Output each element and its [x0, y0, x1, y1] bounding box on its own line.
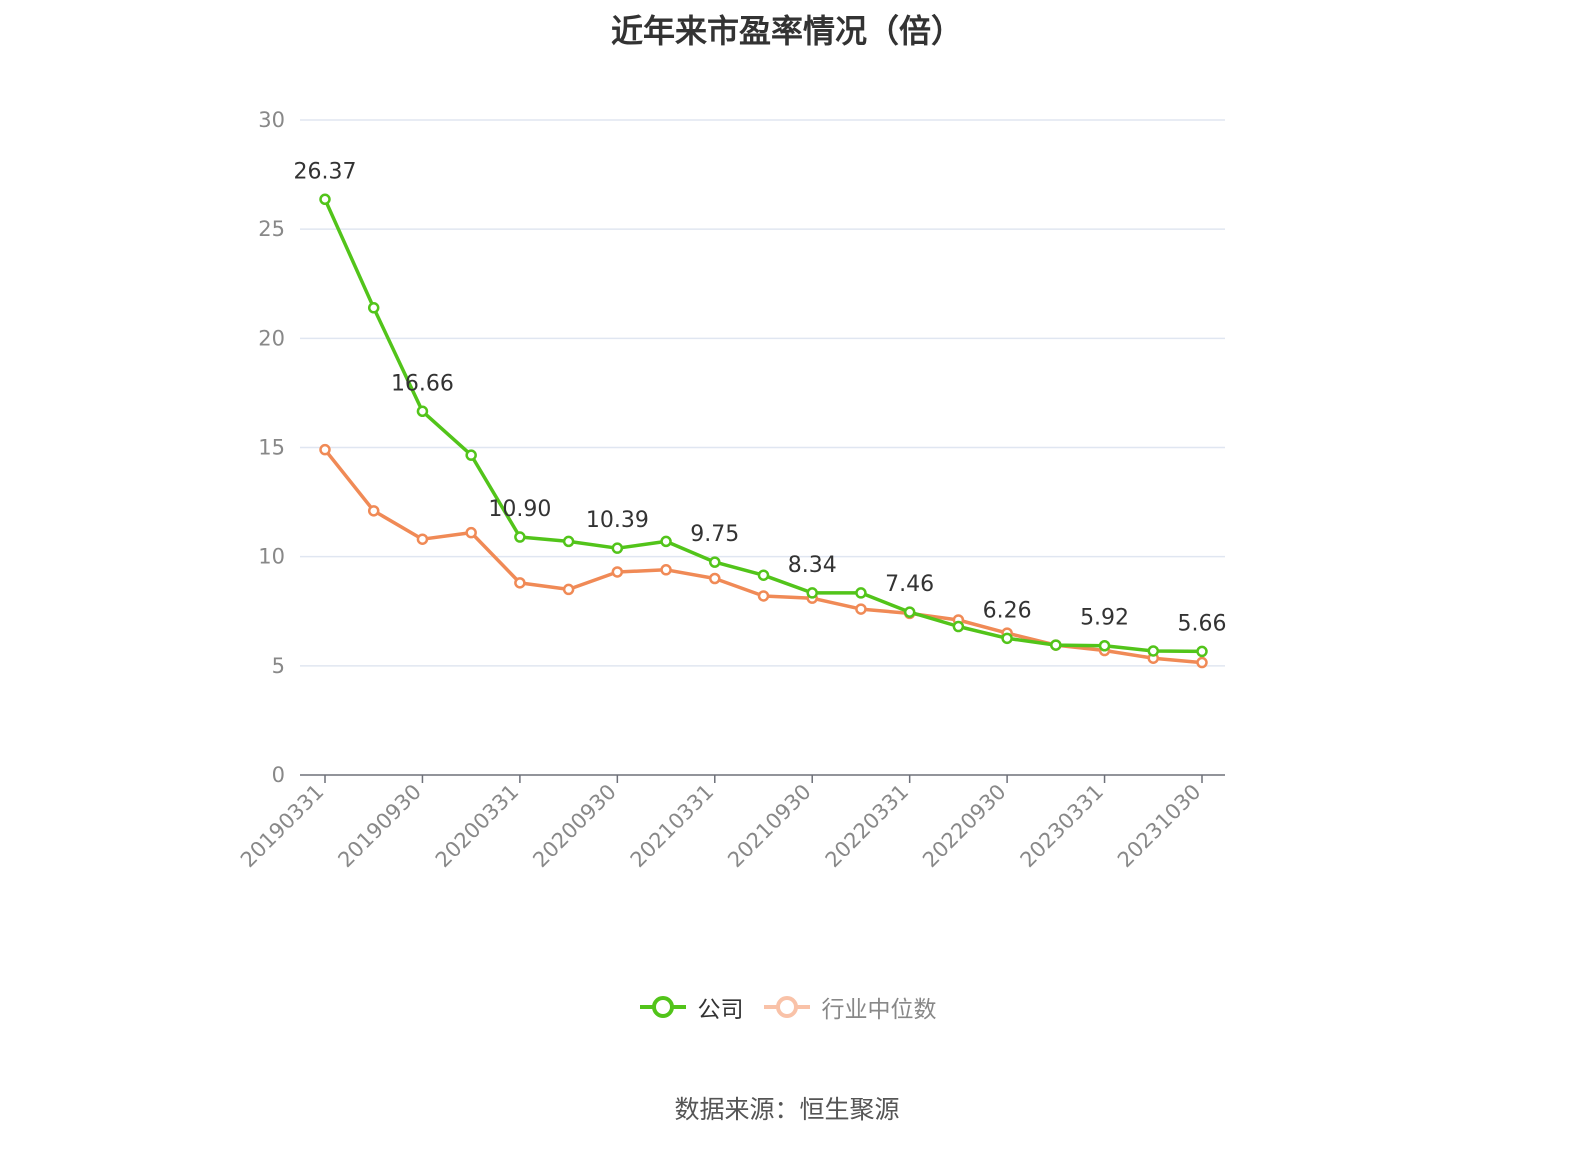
data-point-industry[interactable] [514, 577, 526, 589]
data-point-company[interactable] [416, 405, 429, 418]
y-tick-label: 30 [258, 108, 285, 132]
data-point-company[interactable] [855, 587, 867, 599]
x-tick-label: 20200930 [528, 780, 621, 873]
data-point-industry[interactable] [855, 603, 867, 615]
y-tick-label: 20 [258, 326, 285, 350]
x-tick-label: 20210331 [626, 780, 719, 873]
data-label: 5.92 [1080, 606, 1129, 631]
data-point-company[interactable] [514, 531, 526, 543]
data-point-industry[interactable] [1196, 656, 1208, 669]
data-point-industry[interactable] [465, 526, 477, 539]
data-label: 6.26 [983, 598, 1032, 623]
data-labels: 26.37 16.66 10.90 10.39 9.75 8.34 7.46 6.26 5.92… [294, 159, 1227, 636]
data-label: 26.37 [294, 159, 357, 184]
data-point-company[interactable] [367, 302, 380, 314]
data-point-company[interactable] [562, 535, 575, 548]
legend-item-industry[interactable]: 行业中位数 [762, 990, 937, 1024]
series-lines [319, 193, 1208, 669]
legend-item-company[interactable]: 公司 [638, 990, 744, 1024]
x-tick-label: 20220930 [918, 780, 1011, 873]
legend: 公司 行业中位数 [0, 990, 1574, 1024]
data-label: 16.66 [391, 371, 454, 396]
data-point-company[interactable] [1050, 639, 1062, 651]
x-tick-label: 20190331 [236, 780, 329, 873]
grid-lines [300, 119, 1225, 667]
data-point-industry[interactable] [367, 505, 380, 517]
data-point-company[interactable] [465, 449, 477, 461]
data-label: 9.75 [690, 522, 739, 547]
legend-industry-marker-icon [763, 996, 810, 1018]
y-tick-label: 5 [272, 654, 285, 678]
data-label: 10.90 [488, 497, 551, 522]
data-point-company[interactable] [1196, 645, 1208, 658]
x-tick-label: 20210930 [723, 780, 816, 873]
data-label: 8.34 [788, 553, 837, 578]
data-point-company[interactable] [319, 193, 331, 206]
data-label: 7.46 [885, 572, 934, 597]
data-point-industry[interactable] [709, 572, 721, 585]
axes: 0 5 10 15 20 25 30 20190331 20190930 20200331 2020… [236, 108, 1225, 872]
data-point-company[interactable] [660, 535, 672, 548]
y-tick-label: 10 [258, 545, 285, 569]
data-point-company[interactable] [806, 587, 818, 599]
chart-title: 近年来市盈率情况（倍） [610, 12, 963, 50]
data-point-industry[interactable] [416, 533, 429, 545]
data-point-industry[interactable] [757, 590, 770, 602]
data-point-industry[interactable] [611, 566, 624, 578]
x-tick-label: 20200331 [431, 780, 524, 873]
data-point-industry[interactable] [660, 564, 672, 576]
data-label: 10.39 [586, 508, 649, 533]
y-tick-label: 0 [272, 763, 285, 787]
legend-label-company: 公司 [697, 997, 744, 1023]
data-label: 5.66 [1178, 611, 1227, 636]
x-tick-label: 20230331 [1016, 780, 1109, 873]
data-point-industry[interactable] [562, 583, 575, 596]
data-point-industry[interactable] [319, 443, 331, 456]
data-point-company[interactable] [903, 606, 916, 618]
data-point-company[interactable] [1098, 639, 1111, 652]
x-tick-label: 20190930 [333, 780, 426, 873]
y-tick-label: 15 [258, 436, 285, 460]
y-tick-label: 25 [258, 217, 285, 241]
data-point-company[interactable] [1147, 645, 1160, 657]
x-tick-label: 20231030 [1113, 780, 1206, 873]
data-point-company[interactable] [709, 556, 721, 568]
legend-label-industry: 行业中位数 [821, 997, 937, 1023]
data-source-note: 数据来源：恒生聚源 [674, 1095, 900, 1124]
data-point-company[interactable] [611, 542, 624, 554]
series-line-company [323, 198, 1203, 654]
data-point-company[interactable] [757, 569, 770, 581]
x-tick-label: 20220331 [821, 780, 914, 873]
data-point-company[interactable] [1001, 632, 1013, 645]
line-chart: 0 5 10 15 20 25 30 20190331 20190930 20200331 2020… [236, 108, 1227, 872]
legend-company-marker-icon [639, 996, 686, 1018]
data-point-company[interactable] [952, 620, 965, 633]
